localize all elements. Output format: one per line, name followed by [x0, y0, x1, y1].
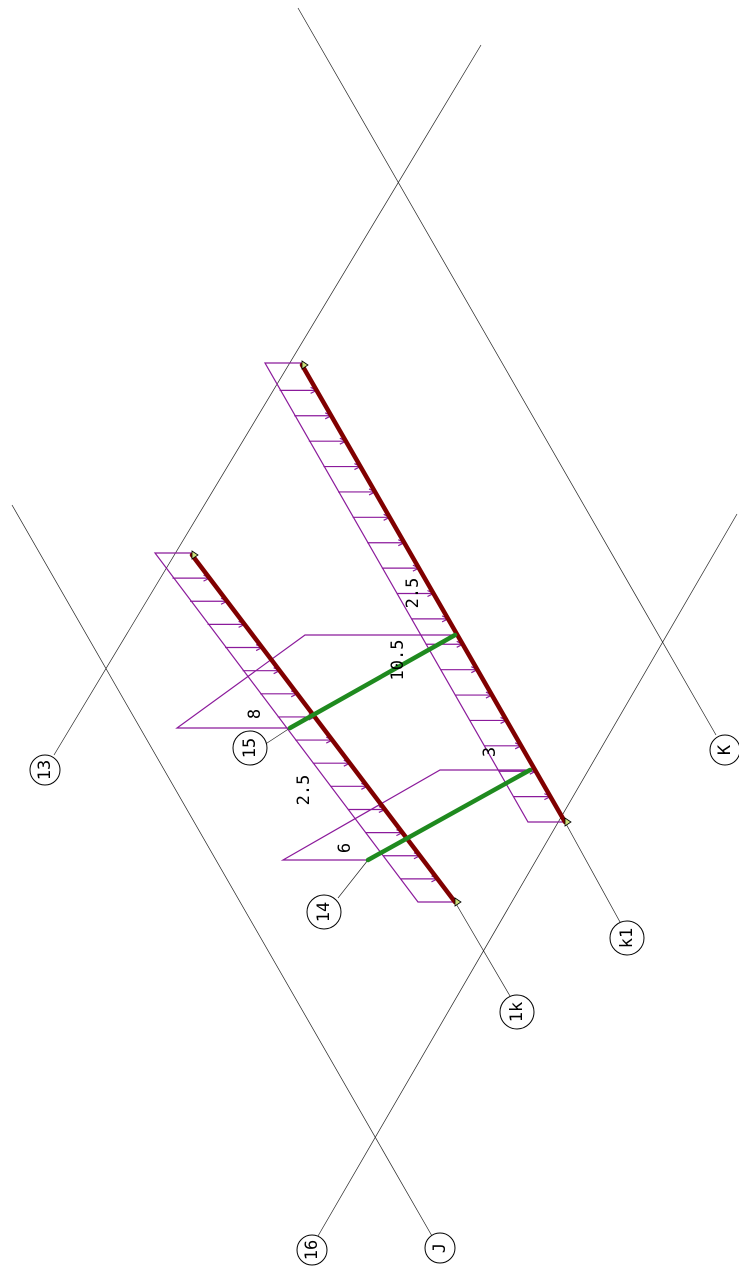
grid-label: k1: [617, 928, 637, 948]
load-label: 8: [245, 709, 265, 719]
load-label: 6: [335, 843, 355, 853]
grid-bubble: 1k: [500, 995, 534, 1029]
load-label: 10.5: [388, 640, 408, 681]
load-label: 2.5: [403, 578, 423, 609]
grid-bubble: J: [425, 1233, 455, 1263]
secondary-beam: [290, 635, 455, 728]
grid-bubble: 15: [233, 731, 267, 765]
leader-line: [264, 728, 290, 745]
grid-bubble: k1: [610, 921, 644, 955]
grid-label: 13: [35, 760, 55, 780]
grid-line: [318, 514, 737, 1236]
grid-label: 14: [314, 902, 334, 922]
grid-line: [54, 45, 481, 755]
secondary-beam: [368, 770, 530, 860]
grid-bubble: 16: [297, 1235, 327, 1265]
support: [565, 818, 571, 826]
point-load-diagram: [283, 770, 530, 860]
leader-line: [338, 860, 368, 898]
leader-line: [455, 902, 510, 996]
load-label: 2.5: [294, 775, 314, 806]
members: [192, 361, 571, 906]
grid-bubble: 14: [307, 895, 341, 929]
grid-label: 16: [302, 1240, 322, 1260]
grid-line: [298, 8, 716, 735]
grid-label: J: [430, 1243, 450, 1253]
grid-bubble: K: [710, 735, 739, 765]
grid-label: K: [715, 744, 735, 755]
grid-line: [12, 505, 432, 1236]
load-diagrams: [155, 363, 565, 902]
grid-label: 1k: [507, 1002, 527, 1022]
grid-lines: [12, 8, 737, 1236]
support: [455, 898, 461, 906]
leader-line: [565, 822, 620, 922]
load-label: 3: [480, 747, 500, 757]
load-labels: 8 2.5 6 2.5 10.5 3: [245, 578, 500, 853]
grid-bubble: 13: [30, 755, 60, 785]
structural-diagram: 13 16 J K 1k k1 14 15 8 2.5 6 2.5 10.5 3: [0, 0, 739, 1273]
grid-label: 15: [240, 738, 260, 758]
